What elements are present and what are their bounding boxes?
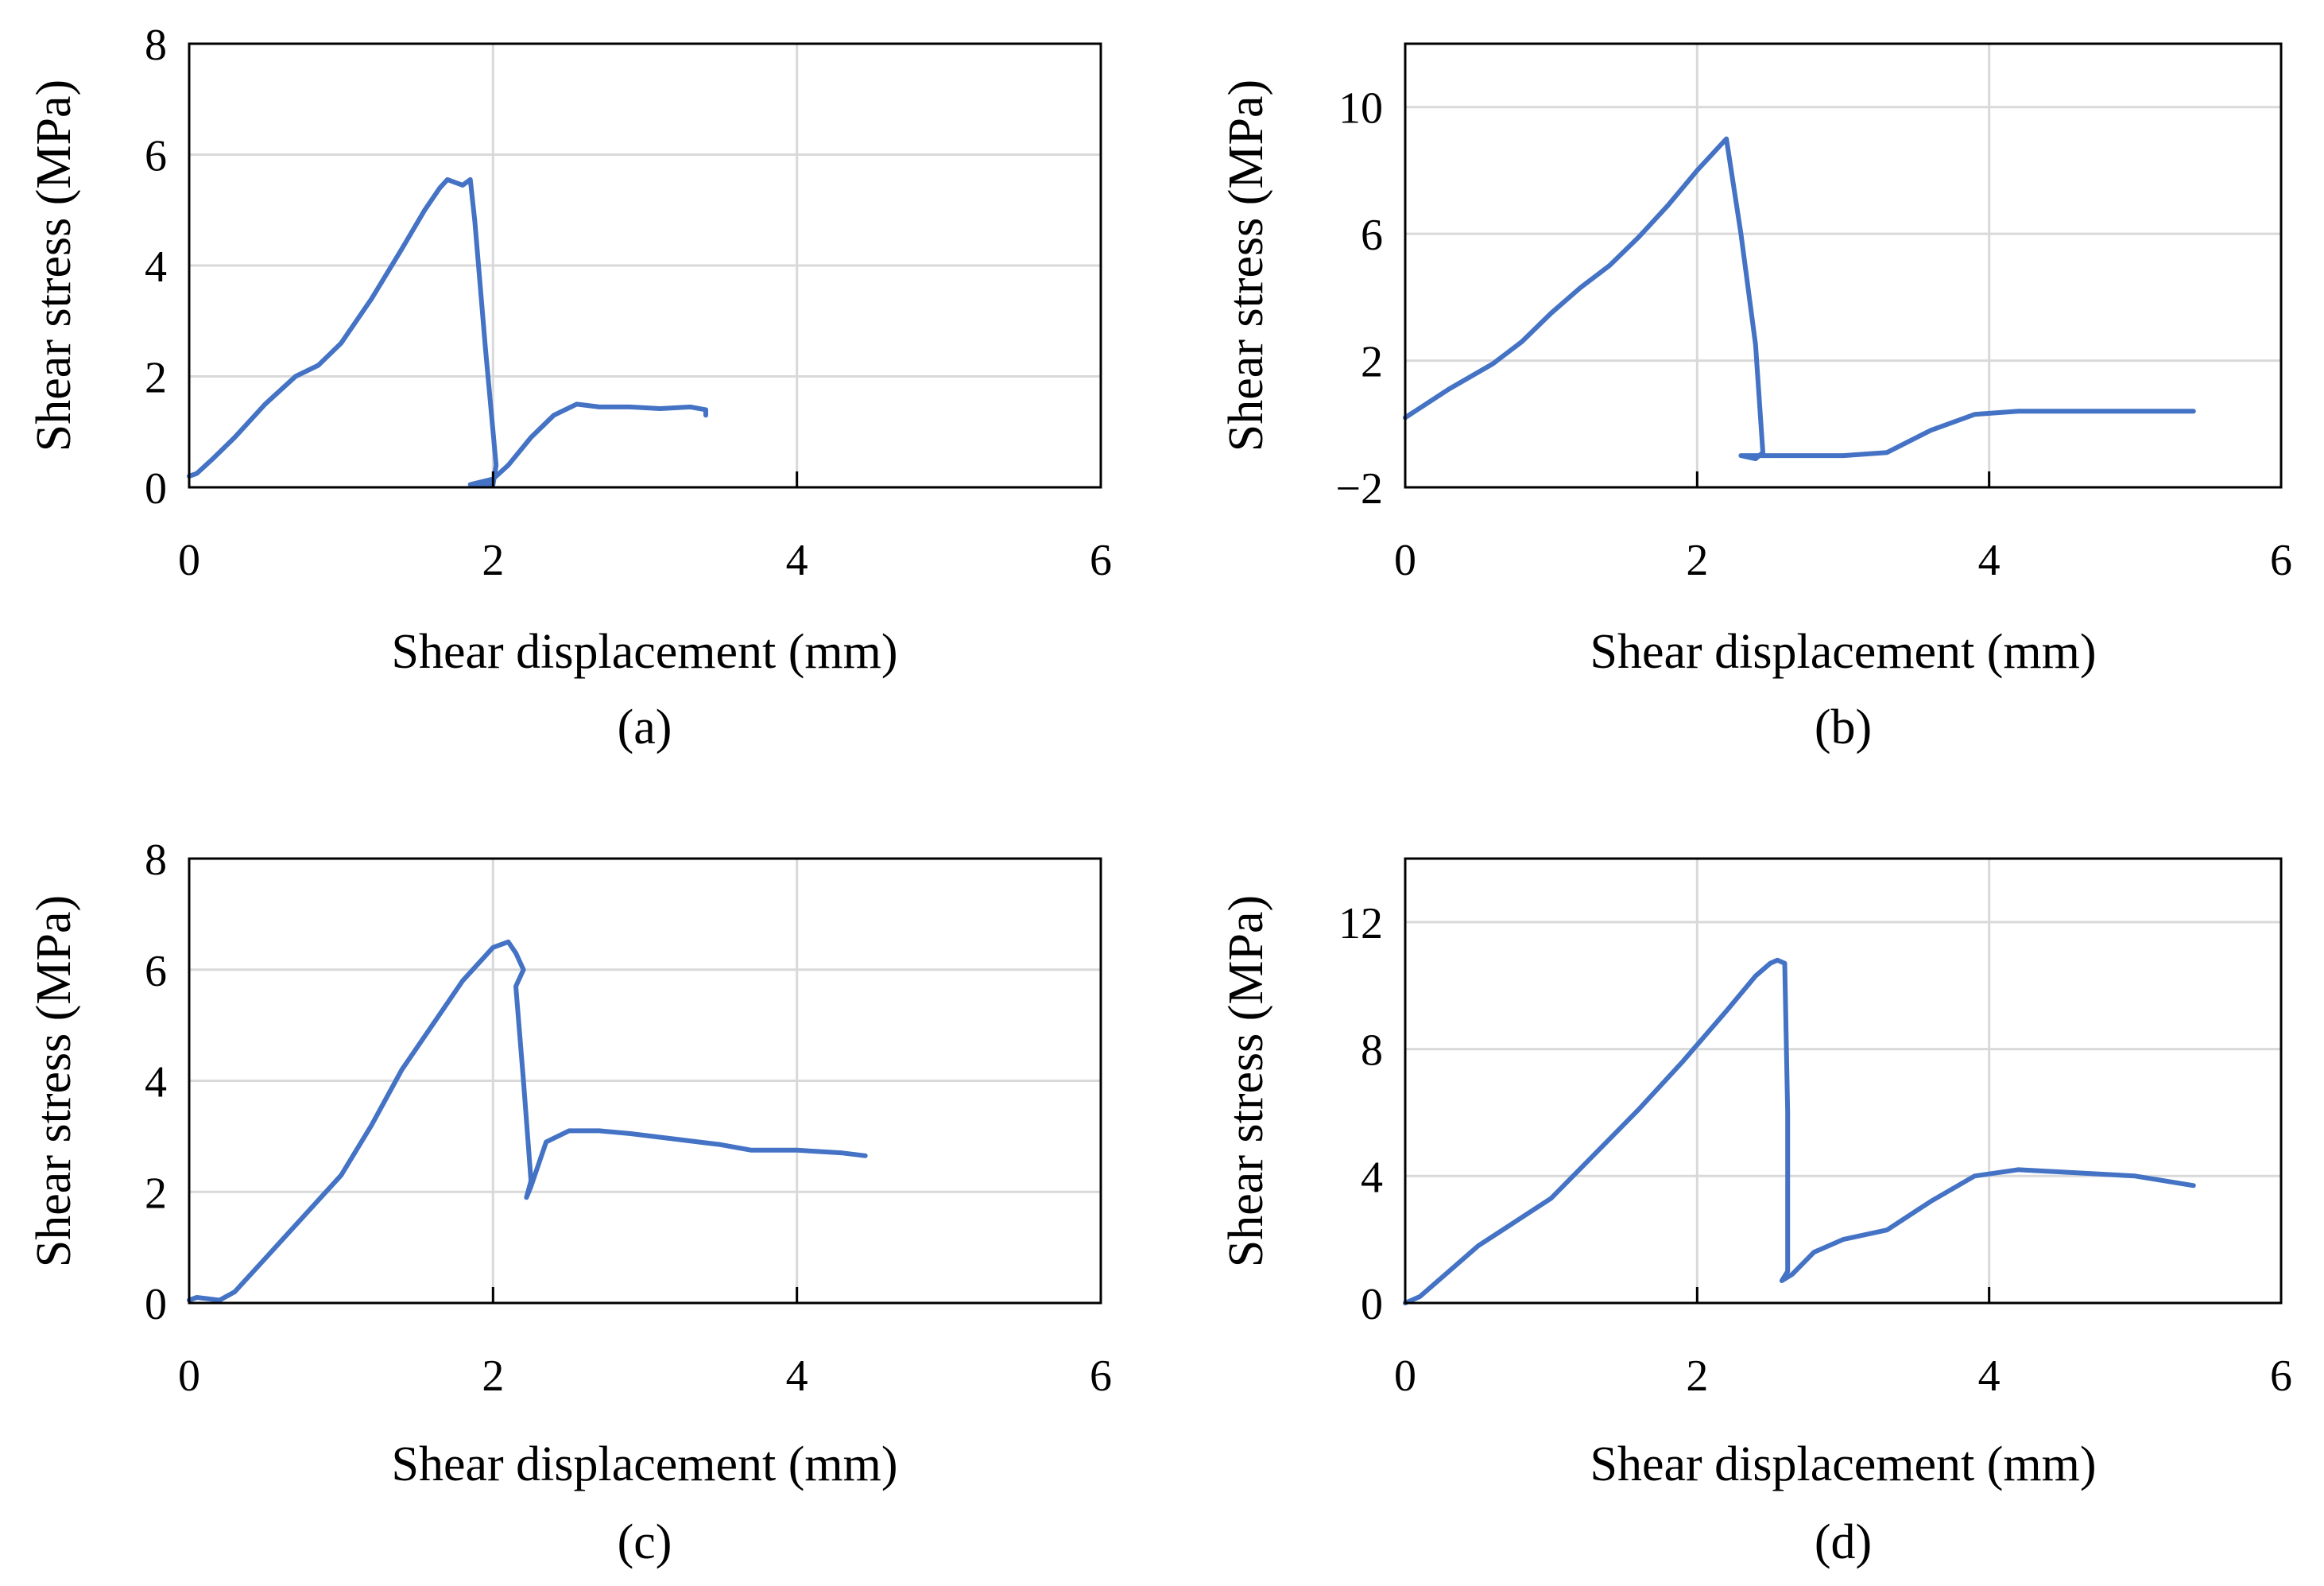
x-tick-label: 4 <box>786 536 808 585</box>
series-line <box>187 939 868 1303</box>
y-tick-label: 6 <box>145 132 167 181</box>
y-tick-label: 4 <box>145 1058 167 1107</box>
y-tick-label: 2 <box>145 1169 167 1218</box>
y-tick-label: 2 <box>1361 338 1383 387</box>
series-c <box>187 939 868 1303</box>
y-tick-label: 8 <box>145 21 167 70</box>
y-tick-label: 4 <box>1361 1153 1383 1202</box>
panel-a: 0 2 4 6 0 2 4 6 8 Shear displacement (mm) (a) Sh… <box>27 21 1112 754</box>
series-line <box>187 176 708 487</box>
x-tick-label: 6 <box>1090 1351 1112 1401</box>
x-tick-label: 6 <box>1090 536 1112 585</box>
ticks-c: 0 2 4 6 0 2 4 6 8 <box>145 836 1112 1401</box>
x-tick-label: 6 <box>2270 536 2292 585</box>
plot-frame-b <box>1404 42 2283 489</box>
grid-b <box>1405 44 2281 487</box>
x-axis-label-d: Shear displacement (mm) <box>1590 1437 2096 1491</box>
x-tick-label: 0 <box>178 1351 200 1401</box>
y-tick-label: 4 <box>145 242 167 292</box>
x-tick-label: 2 <box>1686 536 1708 585</box>
series-b <box>1403 136 2196 462</box>
x-axis-label-b: Shear displacement (mm) <box>1590 625 2096 679</box>
y-axis-label-b: Shear stress (MPa) <box>1219 79 1273 452</box>
grid-d <box>1405 859 2281 1303</box>
series-a <box>187 176 708 487</box>
series-line <box>1403 136 2196 462</box>
plot-frame-c <box>188 857 1102 1305</box>
caption-a: (a) <box>618 700 672 754</box>
y-tick-label: 12 <box>1338 899 1383 948</box>
x-axis-label-a: Shear displacement (mm) <box>391 625 897 679</box>
y-tick-label: 8 <box>1361 1026 1383 1076</box>
panel-d: 0 2 4 6 0 4 8 12 Shear displacement (mm) (d) Sh… <box>1219 857 2292 1569</box>
grid-a <box>189 44 1101 487</box>
y-tick-label: 10 <box>1338 84 1383 134</box>
panel-c: 0 2 4 6 0 2 4 6 8 Shear displacement (mm) (c) Sh… <box>27 836 1112 1569</box>
y-tick-label: 0 <box>145 464 167 514</box>
x-tick-label: 4 <box>786 1351 808 1401</box>
plot-frame-a <box>188 42 1102 489</box>
x-tick-label: 2 <box>482 536 504 585</box>
ticks-b: 0 2 4 6 −2 2 6 10 <box>1335 84 2292 585</box>
x-tick-label: 2 <box>1686 1351 1708 1401</box>
y-axis-label-c: Shear stress (MPa) <box>27 895 81 1267</box>
plot-frame-d <box>1404 857 2283 1305</box>
ticks-d: 0 2 4 6 0 4 8 12 <box>1338 899 2292 1401</box>
panel-b: 0 2 4 6 −2 2 6 10 Shear displacement (mm) (b) S… <box>1219 42 2292 754</box>
series-d <box>1403 957 2196 1305</box>
y-tick-label: 6 <box>145 947 167 996</box>
caption-c: (c) <box>618 1515 672 1569</box>
x-tick-label: 0 <box>178 536 200 585</box>
y-tick-label: 8 <box>145 836 167 885</box>
caption-d: (d) <box>1815 1515 1872 1569</box>
y-tick-label: 0 <box>1361 1280 1383 1329</box>
x-tick-label: 4 <box>1978 536 2001 585</box>
y-tick-label: −2 <box>1335 464 1383 514</box>
caption-b: (b) <box>1815 700 1872 754</box>
y-tick-label: 0 <box>145 1280 167 1329</box>
x-tick-label: 2 <box>482 1351 504 1401</box>
x-axis-label-c: Shear displacement (mm) <box>391 1437 897 1491</box>
y-tick-label: 2 <box>145 354 167 403</box>
series-line <box>1403 957 2196 1305</box>
x-tick-label: 0 <box>1394 536 1416 585</box>
grid-c <box>189 859 1101 1303</box>
x-tick-label: 6 <box>2270 1351 2292 1401</box>
y-tick-label: 6 <box>1361 211 1383 260</box>
y-axis-label-a: Shear stress (MPa) <box>27 79 81 452</box>
x-tick-label: 4 <box>1978 1351 2001 1401</box>
y-axis-label-d: Shear stress (MPa) <box>1219 895 1273 1267</box>
ticks-a: 0 2 4 6 0 2 4 6 8 <box>145 21 1112 585</box>
x-tick-label: 0 <box>1394 1351 1416 1401</box>
